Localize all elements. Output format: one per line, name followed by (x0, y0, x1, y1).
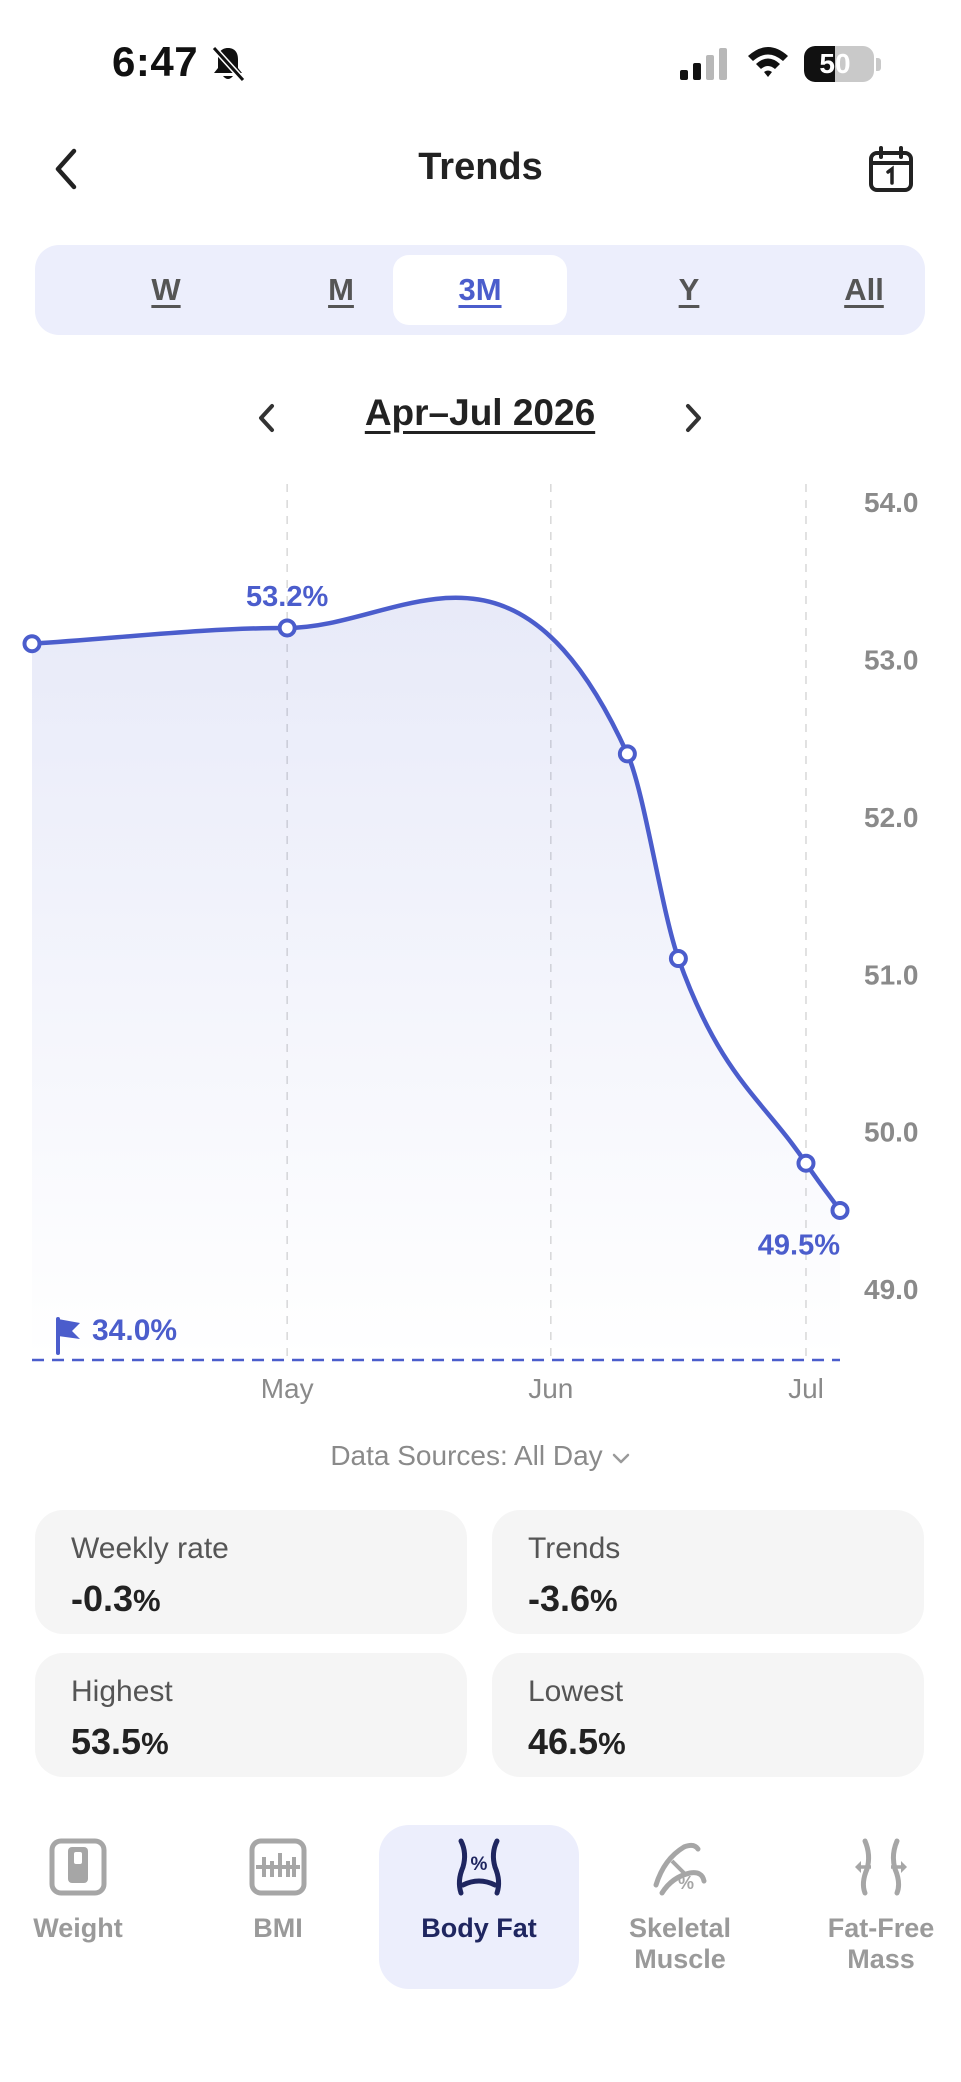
status-bar: 6:47 50 (0, 0, 961, 120)
y-tick-label: 51.0 (864, 959, 919, 990)
back-chevron-icon[interactable] (48, 145, 84, 193)
x-tick-label: May (261, 1373, 314, 1404)
scale-icon (49, 1838, 107, 1896)
y-tick-label: 50.0 (864, 1117, 919, 1148)
trends-number: -3.6 (528, 1578, 591, 1619)
cellular-signal-icon (680, 48, 727, 80)
period-label[interactable]: Apr–Jul 2026 (364, 392, 596, 433)
segment-w[interactable]: W (151, 272, 181, 307)
lowest-number: 46.5 (528, 1721, 599, 1762)
svg-text:%: % (471, 1854, 488, 1875)
battery-percent: 50 (819, 48, 851, 79)
y-tick-label: 52.0 (864, 802, 919, 833)
bmi-scale-icon (249, 1838, 307, 1896)
weekly-rate-unit: % (133, 1583, 161, 1618)
latest-value-label: 49.5% (758, 1229, 840, 1261)
tab-fat-free-mass[interactable]: Fat-Free Mass (781, 1825, 961, 1989)
weekly-rate-number: -0.3 (71, 1578, 134, 1619)
svg-text:%: % (678, 1873, 694, 1893)
data-point[interactable] (277, 618, 297, 638)
muscle-arm-icon: % (653, 1842, 707, 1896)
data-point[interactable] (617, 744, 637, 764)
highest-card: Highest 53.5% (35, 1653, 467, 1777)
highest-unit: % (141, 1726, 169, 1761)
data-point[interactable] (796, 1153, 816, 1173)
weekly-rate-label: Weekly rate (71, 1532, 229, 1565)
goal-label: 34.0% (92, 1314, 177, 1347)
max-value-label: 53.2% (246, 581, 328, 613)
bell-slash-icon (211, 45, 246, 83)
trends-unit: % (590, 1583, 618, 1618)
tab-skeletal-muscle-label: Skeletal Muscle (628, 1913, 732, 1974)
tab-body-fat[interactable]: % Body Fat (379, 1825, 579, 1989)
highest-label: Highest (71, 1675, 173, 1708)
segment-m[interactable]: M (328, 272, 354, 307)
page-title: Trends (418, 146, 543, 188)
y-tick-label: 49.0 (864, 1274, 919, 1305)
tab-weight[interactable]: Weight (0, 1825, 178, 1989)
lowest-unit: % (598, 1726, 626, 1761)
calendar-icon[interactable] (868, 145, 914, 193)
body-fat-icon: % (456, 1838, 502, 1896)
period-segmented-control: W M 3M Y All (35, 245, 925, 335)
data-sources-label: Data Sources: All Day (330, 1440, 603, 1471)
wifi-icon (748, 47, 788, 77)
tab-skeletal-muscle[interactable]: % Skeletal Muscle (580, 1825, 780, 1989)
data-point[interactable] (830, 1200, 850, 1220)
goal-flag-icon (56, 1317, 80, 1355)
weekly-rate-card: Weekly rate -0.3% (35, 1510, 467, 1634)
segment-3m[interactable]: 3M (393, 255, 567, 325)
status-time: 6:47 (112, 38, 199, 85)
body-torso-icon (855, 1838, 907, 1896)
area-fill (32, 597, 840, 1360)
y-tick-label: 53.0 (864, 644, 919, 675)
tab-body-fat-label: Body Fat (421, 1913, 537, 1943)
chevron-down-icon (612, 1453, 629, 1463)
highest-number: 53.5 (71, 1721, 142, 1762)
y-tick-label: 54.0 (864, 487, 919, 518)
highest-value: 53.5% (71, 1721, 431, 1763)
previous-period-icon[interactable] (252, 398, 282, 438)
data-sources-selector[interactable]: Data Sources: All Day (0, 1440, 961, 1472)
battery-tip (876, 58, 881, 71)
x-tick-label: Jun (528, 1373, 573, 1404)
data-point[interactable] (668, 949, 688, 969)
body-fat-trend-chart[interactable]: May Jun Jul 54.0 53.0 52.0 51.0 50.0 49.0 53.2% 4… (0, 470, 961, 1410)
trends-card: Trends -3.6% (492, 1510, 924, 1634)
lowest-card: Lowest 46.5% (492, 1653, 924, 1777)
lowest-label: Lowest (528, 1675, 624, 1708)
next-period-icon[interactable] (678, 398, 708, 438)
battery-icon: 50 (804, 46, 874, 82)
weekly-rate-value: -0.3% (71, 1578, 431, 1620)
x-tick-label: Jul (788, 1373, 824, 1404)
trends-label: Trends (528, 1532, 621, 1565)
tab-bmi[interactable]: BMI (178, 1825, 378, 1989)
tab-bmi-label: BMI (253, 1913, 303, 1943)
segment-y[interactable]: Y (678, 272, 700, 307)
tab-fat-free-mass-label: Fat-Free Mass (827, 1913, 935, 1974)
trends-value: -3.6% (528, 1578, 888, 1620)
data-point[interactable] (22, 634, 42, 654)
segment-all[interactable]: All (844, 272, 884, 307)
lowest-value: 46.5% (528, 1721, 888, 1763)
tab-weight-label: Weight (33, 1913, 123, 1943)
battery-level-fill (804, 46, 835, 82)
